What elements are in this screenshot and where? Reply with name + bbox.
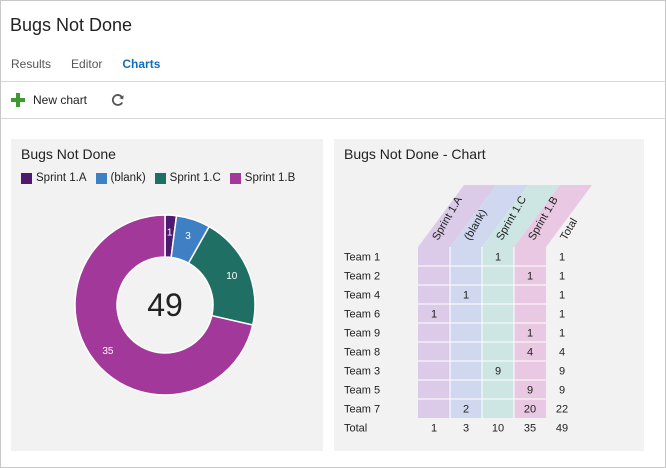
pivot-row-label: Team 3 <box>344 366 380 378</box>
new-chart-label: New chart <box>33 93 88 107</box>
legend-swatch <box>21 172 32 184</box>
pivot-row-label: Team 8 <box>344 347 380 359</box>
plus-icon <box>11 93 25 107</box>
pivot-column-total: 10 <box>492 423 504 435</box>
toolbar: New chart <box>11 93 125 107</box>
pivot-cell[interactable]: 9 <box>495 366 501 378</box>
pivot-row-label: Team 4 <box>344 290 380 302</box>
page-title: Bugs Not Done <box>10 15 133 35</box>
pivot-row-label: Team 6 <box>344 309 380 321</box>
pivot-row-total[interactable]: 1 <box>559 252 565 264</box>
donut-slice-label: 10 <box>226 271 238 282</box>
pivot-row-total[interactable]: 1 <box>559 328 565 340</box>
legend-item-blank[interactable]: (blank) <box>95 172 146 184</box>
pivot-column-total: 49 <box>556 423 568 435</box>
pivot-cell[interactable]: 4 <box>527 347 533 359</box>
pivot-chart-panel: Bugs Not Done - Chart Sprint 1.A (blank) S… <box>334 139 644 451</box>
pivot-row-total[interactable]: 1 <box>559 290 565 302</box>
legend-swatch <box>154 172 166 184</box>
legend-label: Sprint 1.B <box>244 172 296 184</box>
toolbar-divider <box>1 118 666 119</box>
pivot-column-header-band <box>482 185 560 247</box>
pivot-cell[interactable]: 1 <box>463 290 469 302</box>
pivot-row-total[interactable]: 22 <box>556 404 568 416</box>
pivot-row-label: Team 7 <box>344 404 380 416</box>
pivot-row-label: Team 5 <box>344 385 380 397</box>
pivot-row-total[interactable]: 9 <box>559 366 565 378</box>
legend-item-sprint-1c[interactable]: Sprint 1.C <box>154 172 221 184</box>
tab-editor[interactable]: Editor <box>71 57 103 71</box>
pivot-row-total[interactable]: 1 <box>559 271 565 283</box>
donut-chart-panel: Bugs Not Done Sprint 1.A (blank) Sprint … <box>11 139 323 451</box>
tab-results[interactable]: Results <box>11 57 52 71</box>
donut-slice-label: 3 <box>185 231 191 242</box>
pivot-column-total: 1 <box>431 423 437 435</box>
legend-label: Sprint 1.C <box>169 172 221 184</box>
pivot-row-label: Team 9 <box>344 328 380 340</box>
pivot-row-total[interactable]: 9 <box>559 385 565 397</box>
pivot-column-band <box>450 247 482 418</box>
pivot-cell[interactable]: 1 <box>527 271 533 283</box>
new-chart-button[interactable]: New chart <box>11 93 87 107</box>
pivot-cell[interactable]: 9 <box>527 385 533 397</box>
legend-item-sprint-1b[interactable]: Sprint 1.B <box>229 172 296 184</box>
donut-total: 49 <box>147 287 183 323</box>
refresh-icon[interactable] <box>111 93 125 107</box>
pivot-row-label: Team 2 <box>344 271 380 283</box>
tab-charts[interactable]: Charts <box>122 57 161 71</box>
pivot-column-header-band <box>514 185 592 247</box>
tab-bar: Results Editor Charts <box>11 57 180 71</box>
legend-label: Sprint 1.A <box>36 172 87 184</box>
pivot-cell[interactable]: 2 <box>463 404 469 416</box>
donut-legend: Sprint 1.A (blank) Sprint 1.C Sprint 1.B <box>21 172 304 184</box>
pivot-column-total: 35 <box>524 423 536 435</box>
pivot-row-label: Team 1 <box>344 252 380 264</box>
tab-divider <box>1 81 666 82</box>
donut-slice-label: 1 <box>167 228 173 239</box>
pivot-column-total: 3 <box>463 423 469 435</box>
legend-swatch <box>95 172 107 184</box>
legend-label: (blank) <box>110 172 146 184</box>
pivot-cell[interactable]: 1 <box>495 252 501 264</box>
donut-slice-sprint-1-b[interactable] <box>74 214 254 396</box>
pivot-column-header-band <box>418 185 496 247</box>
pivot-column-band <box>482 247 514 418</box>
pivot-column-header-band <box>450 185 528 247</box>
donut-slice-label: 35 <box>102 346 114 357</box>
pivot-cell[interactable]: 1 <box>431 309 437 321</box>
pivot-chart-title: Bugs Not Done - Chart <box>344 146 486 162</box>
pivot-row-total[interactable]: 1 <box>559 309 565 321</box>
pivot-cell[interactable]: 20 <box>524 404 536 416</box>
pivot-row-total[interactable]: 4 <box>559 347 565 359</box>
legend-swatch <box>229 172 241 184</box>
pivot-column-band <box>514 247 546 418</box>
pivot-column-band <box>418 247 450 418</box>
donut-chart: 1 3 10 35 49 <box>74 214 256 396</box>
legend-item-sprint-1a[interactable]: Sprint 1.A <box>21 172 87 184</box>
pivot-cell[interactable]: 1 <box>527 328 533 340</box>
donut-chart-title: Bugs Not Done <box>21 146 116 162</box>
pivot-total-label: Total <box>344 423 367 435</box>
